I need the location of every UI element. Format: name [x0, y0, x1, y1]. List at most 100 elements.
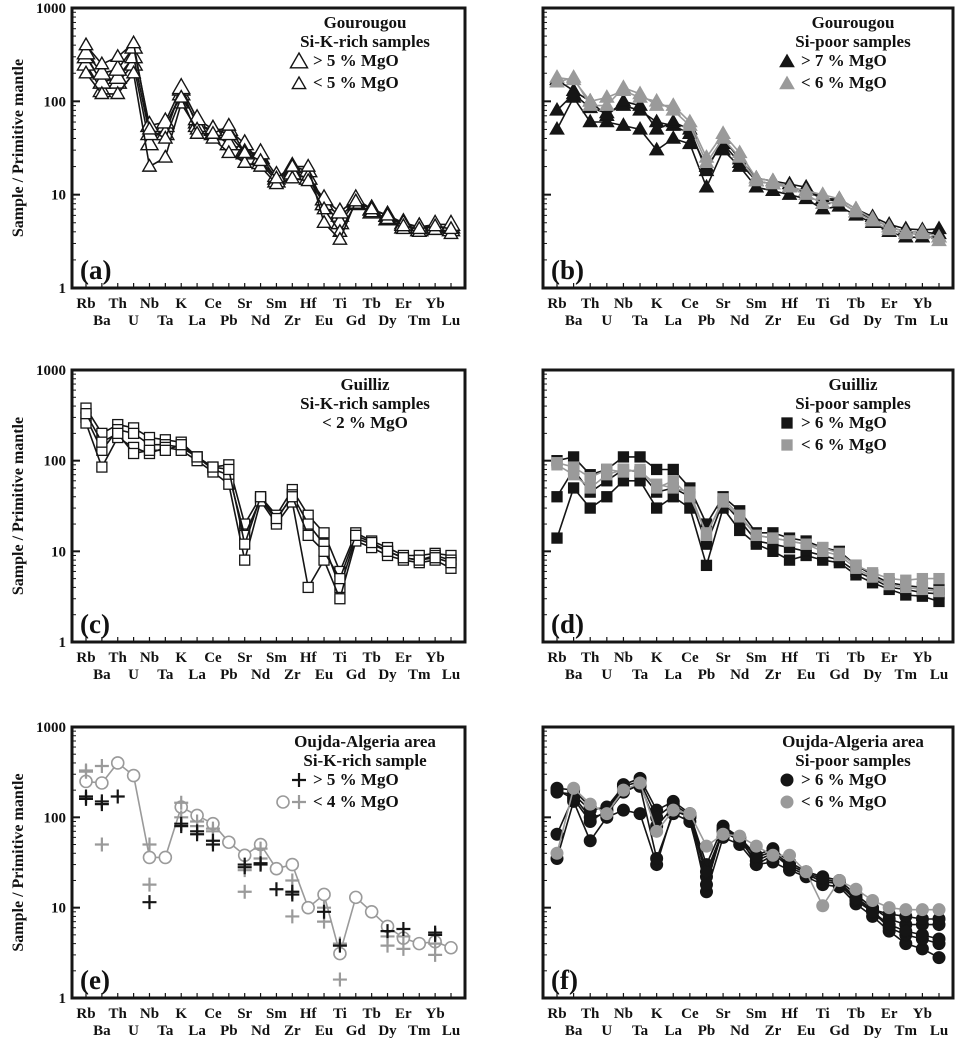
x-tick-label: Tm	[408, 1023, 431, 1039]
x-tick-label: La	[665, 313, 683, 329]
y-axis-label: Sample / Primitive mantle	[10, 417, 27, 595]
chart-title-line: < 2 % MgO	[322, 413, 408, 432]
triangle-marker	[682, 117, 698, 131]
square-marker	[381, 545, 394, 557]
series-f-5	[550, 776, 946, 917]
triangle-marker	[781, 186, 798, 200]
triangle-marker	[155, 111, 176, 129]
x-tick-label: Sr	[237, 650, 252, 666]
series-c-3	[80, 408, 457, 585]
x-tick-label: U	[601, 313, 612, 329]
square-marker	[651, 482, 663, 494]
triangle-marker	[648, 92, 665, 107]
square-marker	[717, 496, 729, 508]
x-tick-label: K	[651, 296, 663, 312]
x-tick-label: Sm	[746, 650, 767, 666]
circle-marker	[699, 878, 713, 892]
x-tick-label: Hf	[781, 650, 799, 666]
plus-marker	[190, 827, 205, 842]
series-a-4	[78, 34, 459, 245]
square-marker	[734, 511, 746, 523]
x-tick-label: Nb	[140, 1006, 159, 1022]
square-marker	[397, 552, 410, 564]
x-tick-label: Zr	[284, 1023, 301, 1039]
x-tick-label: Nd	[730, 1023, 750, 1039]
x-tick-label: Yb	[913, 650, 932, 666]
circle-marker	[348, 890, 363, 905]
legend-label: > 6 % MgO	[801, 770, 887, 789]
plus-marker	[142, 895, 157, 910]
square-marker	[143, 444, 156, 456]
x-tick-label: K	[175, 650, 187, 666]
x-tick-label: Er	[881, 1006, 898, 1022]
circle-marker	[567, 781, 581, 795]
x-tick-label: Pb	[698, 667, 716, 683]
plus-marker	[380, 938, 395, 953]
x-tick-label: U	[601, 1023, 612, 1039]
triangle-marker	[94, 55, 110, 70]
x-tick-label: Yb	[426, 1006, 445, 1022]
circle-marker	[269, 861, 284, 876]
square-marker	[783, 554, 796, 566]
triangle-marker	[252, 152, 269, 167]
x-tick-label: Ba	[565, 313, 583, 329]
triangle-marker	[682, 135, 698, 150]
square-marker	[933, 572, 945, 585]
square-marker	[334, 593, 346, 605]
x-tick-label: La	[188, 1023, 206, 1039]
x-tick-label: Ce	[681, 296, 699, 312]
square-marker	[239, 538, 251, 550]
chart-title-line: Si-K-rich samples	[300, 394, 430, 413]
triangle-marker	[109, 48, 126, 63]
circle-marker	[301, 900, 315, 915]
chart-panel-f: RbBaThUNbTaKLaCePbSrNdSmZrHfEuTiGdTbDyEr…	[541, 725, 955, 1039]
x-tick-label: Eu	[315, 1023, 333, 1039]
panel-label: (c)	[80, 609, 110, 639]
x-tick-label: Ba	[565, 1023, 583, 1039]
triangle-marker	[665, 113, 682, 128]
x-tick-label: Rb	[76, 296, 95, 312]
square-marker	[366, 536, 378, 549]
x-tick-label: Ti	[333, 650, 347, 666]
circle-marker	[317, 887, 331, 902]
square-marker	[584, 502, 596, 514]
square-marker	[302, 529, 314, 542]
x-tick-label: Sm	[266, 296, 287, 312]
plus-marker	[94, 794, 109, 809]
square-marker	[127, 427, 140, 440]
square-marker	[302, 581, 314, 594]
y-tick-label: 100	[44, 454, 67, 470]
x-tick-label: Yb	[913, 296, 932, 312]
chart-panel-e: 1000 100 10 1 RbBaThUNbTaKLaCePbSrNdSmZrHfEu…	[10, 720, 467, 1039]
x-tick-label: Rb	[76, 1006, 95, 1022]
triangle-marker	[125, 64, 142, 79]
plus-marker	[79, 764, 93, 779]
x-tick-label: Nb	[614, 650, 633, 666]
triangle-marker	[78, 36, 94, 51]
circle-marker	[158, 850, 173, 865]
circle-marker	[666, 803, 680, 817]
x-tick-label: La	[188, 313, 206, 329]
triangle-marker	[107, 58, 128, 76]
x-tick-label: Zr	[765, 667, 782, 683]
x-tick-label: Pb	[220, 313, 238, 329]
x-tick-label: Pb	[220, 1023, 238, 1039]
x-tick-label: Dy	[863, 667, 882, 683]
chart-panel-c: 1000 100 10 1 RbBaThUNbTaKLaCePbSrNdSmZrHfEu…	[10, 363, 467, 683]
circle-marker	[550, 827, 564, 841]
triangle-marker	[632, 89, 648, 103]
circle-marker	[866, 894, 880, 908]
plus-marker	[253, 857, 268, 872]
triangle-marker	[565, 89, 582, 103]
square-marker	[127, 447, 140, 460]
panel-label: (e)	[80, 965, 110, 995]
square-marker	[191, 451, 203, 463]
chart-panel-a: 1000 100 10 1 RbBaThUNbTaKLaCePbSrNdSmZrHfEu…	[10, 1, 467, 329]
triangle-marker	[598, 97, 615, 111]
triangle-marker	[189, 125, 205, 139]
circle-marker	[749, 839, 763, 853]
square-marker	[916, 583, 929, 596]
x-tick-label: Er	[881, 650, 898, 666]
triangle-marker	[698, 154, 715, 168]
square-marker	[551, 532, 563, 544]
